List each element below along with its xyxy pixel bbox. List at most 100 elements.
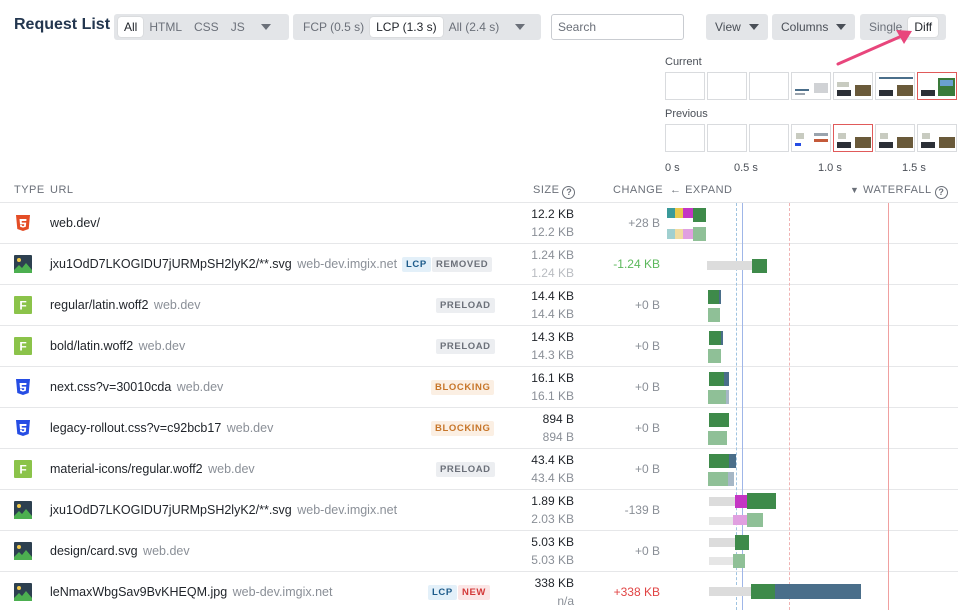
filter-fcp[interactable]: FCP (0.5 s) — [303, 20, 365, 34]
expand-button[interactable]: ← EXPAND — [670, 184, 732, 196]
html5-icon — [16, 215, 30, 231]
chevron-down-icon[interactable] — [260, 24, 271, 30]
chevron-down-icon — [748, 24, 759, 30]
font-icon: F — [14, 460, 32, 478]
size-current: 894 B — [542, 412, 574, 426]
removed-badge: REMOVED — [432, 257, 493, 272]
size-previous: 2.03 KB — [531, 512, 574, 526]
table-row[interactable]: web.dev/ 12.2 KB 12.2 KB +28 B — [0, 203, 958, 244]
frame[interactable] — [749, 72, 789, 100]
request-host: web-dev.imgix.net — [297, 503, 398, 517]
lcp-badge: LCP — [402, 257, 431, 272]
chevron-down-icon — [836, 24, 847, 30]
filter-all-time[interactable]: All (2.4 s) — [448, 20, 500, 34]
preload-badge: PRELOAD — [436, 462, 495, 477]
page-title: Request List — [14, 16, 111, 33]
request-host: web.dev — [226, 421, 274, 435]
annotation-arrow-icon — [836, 30, 912, 66]
chevron-down-icon[interactable] — [515, 24, 526, 30]
filter-css[interactable]: CSS — [194, 20, 219, 34]
frame[interactable] — [917, 124, 957, 152]
size-change: +0 B — [634, 421, 660, 435]
axis-tick: 1.0 s — [818, 162, 842, 174]
timing-filter: FCP (0.5 s) LCP (1.3 s) All (2.4 s) — [293, 14, 541, 40]
frame[interactable] — [749, 124, 789, 152]
table-row[interactable]: F regular/latin.woff2 web.dev PRELOAD 14… — [0, 285, 958, 326]
waterfall-header[interactable]: ▼ WATERFALL? — [850, 184, 948, 199]
mode-toggle: Single Diff — [860, 14, 946, 40]
frame[interactable] — [875, 72, 915, 100]
size-change: +28 B — [628, 216, 660, 230]
diff-mode-button[interactable]: Diff — [908, 17, 939, 37]
size-previous: 1.24 KB — [531, 266, 574, 280]
change-header[interactable]: CHANGE — [613, 184, 664, 196]
columns-button-label: Columns — [781, 20, 829, 34]
single-mode-button[interactable]: Single — [869, 20, 903, 34]
size-previous: 43.4 KB — [531, 471, 574, 485]
frame[interactable] — [707, 72, 747, 100]
svg-text:F: F — [19, 299, 26, 313]
request-host: web.dev — [143, 544, 190, 558]
table-row[interactable]: leNmaxWbgSav9BvKHEQM.jpg web-dev.imgix.n… — [0, 572, 958, 610]
table-row[interactable]: design/card.svg web.dev 5.03 KB 5.03 KB … — [0, 531, 958, 572]
request-url: web.dev/ — [50, 216, 101, 230]
help-icon[interactable]: ? — [934, 186, 948, 199]
filter-all[interactable]: All — [118, 17, 144, 37]
size-previous: n/a — [557, 594, 574, 608]
axis-tick: 0.5 s — [734, 162, 758, 174]
frame[interactable] — [791, 124, 831, 152]
size-previous: 14.3 KB — [531, 348, 574, 362]
view-button[interactable]: View — [706, 14, 768, 40]
arrow-left-icon: ← — [670, 184, 682, 196]
view-button-label: View — [715, 20, 741, 34]
filter-js[interactable]: JS — [230, 20, 245, 34]
type-header[interactable]: TYPE — [14, 184, 45, 196]
size-current: 12.2 KB — [531, 207, 574, 221]
frame[interactable] — [791, 72, 831, 100]
frame[interactable] — [833, 72, 873, 100]
table-row[interactable]: jxu1OdD7LKOGIDU7jURMpSH2lyK2/**.svg web-… — [0, 244, 958, 285]
size-header[interactable]: SIZE? — [533, 184, 576, 199]
size-current: 5.03 KB — [531, 535, 574, 549]
columns-button[interactable]: Columns — [772, 14, 856, 40]
preload-badge: PRELOAD — [436, 339, 495, 354]
size-change: +0 B — [634, 544, 660, 558]
font-icon: F — [14, 296, 32, 314]
header-divider — [0, 202, 958, 203]
size-previous: 14.4 KB — [531, 307, 574, 321]
current-label: Current — [665, 56, 702, 68]
frame[interactable] — [665, 72, 705, 100]
font-icon: F — [14, 337, 32, 355]
waterfall-label: WATERFALL — [862, 184, 932, 196]
expand-label: EXPAND — [685, 184, 733, 196]
request-host: web.dev — [153, 298, 201, 312]
frame[interactable] — [665, 124, 705, 152]
size-change: +0 B — [634, 380, 660, 394]
css3-icon — [16, 420, 30, 436]
search-input[interactable] — [551, 14, 684, 40]
previous-filmstrip — [665, 124, 957, 152]
image-icon — [14, 583, 32, 601]
table-row[interactable]: legacy-rollout.css?v=c92bcb17 web.dev BL… — [0, 408, 958, 449]
frame[interactable] — [917, 72, 957, 100]
request-host: web.dev — [176, 380, 224, 394]
table-row[interactable]: jxu1OdD7LKOGIDU7jURMpSH2lyK2/**.svg web-… — [0, 490, 958, 531]
request-host: web-dev.imgix.net — [232, 585, 333, 599]
table-row[interactable]: next.css?v=30010cda web.dev BLOCKING 16.… — [0, 367, 958, 408]
help-icon[interactable]: ? — [562, 186, 576, 199]
new-badge: NEW — [458, 585, 490, 600]
request-host: web-dev.imgix.net — [297, 257, 398, 271]
frame[interactable] — [833, 124, 873, 152]
table-row[interactable]: F bold/latin.woff2 web.dev PRELOAD 14.3 … — [0, 326, 958, 367]
filter-lcp[interactable]: LCP (1.3 s) — [370, 17, 443, 37]
url-header[interactable]: URL — [50, 184, 74, 196]
request-url: next.css?v=30010cda web.dev — [50, 380, 224, 394]
filter-html[interactable]: HTML — [149, 20, 183, 34]
frame[interactable] — [707, 124, 747, 152]
frame[interactable] — [875, 124, 915, 152]
preload-badge: PRELOAD — [436, 298, 495, 313]
previous-label: Previous — [665, 108, 708, 120]
request-url: jxu1OdD7LKOGIDU7jURMpSH2lyK2/**.svg web-… — [50, 257, 398, 271]
current-filmstrip — [665, 72, 957, 100]
table-row[interactable]: F material-icons/regular.woff2 web.dev P… — [0, 449, 958, 490]
